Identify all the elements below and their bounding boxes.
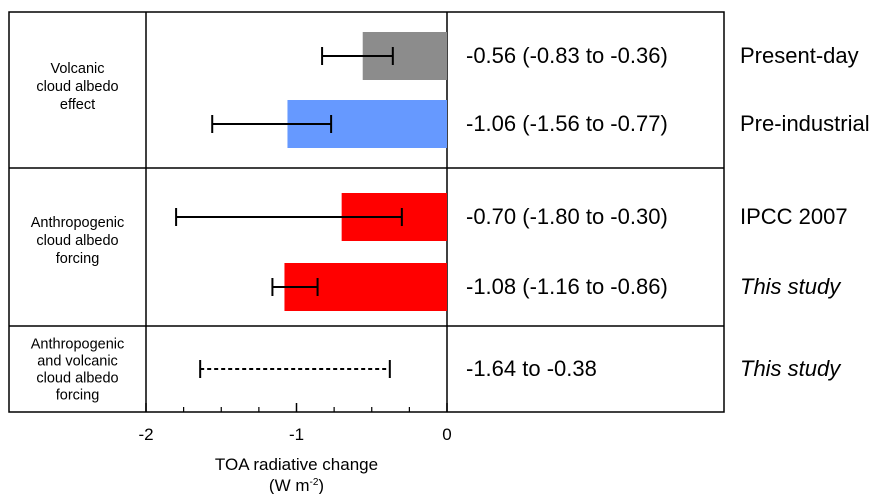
value-label: -1.64 to -0.38 [466, 356, 597, 381]
group-label-line: Anthropogenic [31, 215, 125, 231]
group-label-line: and volcanic [37, 354, 118, 370]
chart-frame [8, 11, 725, 413]
x-tick-label: -2 [138, 425, 153, 444]
x-axis-unit-close: ) [318, 476, 324, 494]
source-label: This study [740, 274, 842, 299]
group-label-line: Volcanic [50, 61, 104, 77]
x-tick-label: -1 [289, 425, 304, 444]
group-label-line: cloud albedo [36, 233, 118, 249]
group-label-line: forcing [56, 251, 100, 267]
source-label: Pre-industrial [740, 111, 870, 136]
x-axis-title: TOA radiative change [215, 455, 378, 474]
group-label-line: cloud albedo [36, 371, 118, 387]
x-axis-unit: (W m-2) [269, 476, 324, 494]
group-label-line: Anthropogenic [31, 337, 125, 353]
value-label: -0.56 (-0.83 to -0.36) [466, 43, 668, 68]
value-label: -1.08 (-1.16 to -0.86) [466, 274, 668, 299]
group-label-line: forcing [56, 388, 100, 404]
group-label-line: cloud albedo [36, 79, 118, 95]
source-label: This study [740, 356, 842, 381]
x-axis-unit-base: (W m [269, 476, 310, 494]
group-label-line: effect [60, 97, 95, 113]
value-label: -1.06 (-1.56 to -0.77) [466, 111, 668, 136]
value-label: -0.70 (-1.80 to -0.30) [466, 204, 668, 229]
x-axis-unit-superscript: -2 [310, 477, 319, 488]
source-label: IPCC 2007 [740, 204, 848, 229]
source-label: Present-day [740, 43, 859, 68]
x-tick-label: 0 [442, 425, 451, 444]
